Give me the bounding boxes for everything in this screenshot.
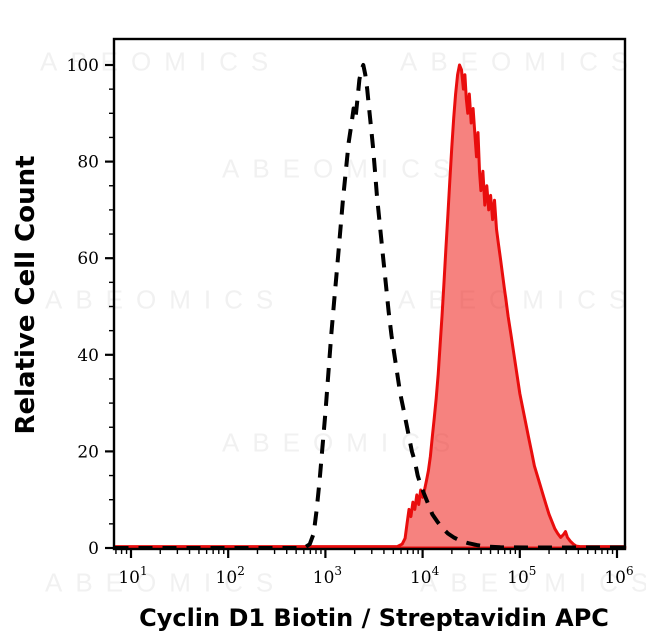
x-tick-label: 103	[313, 564, 342, 588]
watermark-text: ABEOMICS	[45, 567, 287, 598]
stained-red-curve	[113, 63, 627, 550]
y-tick-label: 80	[77, 153, 99, 173]
y-tick-label: 60	[77, 249, 99, 269]
watermark-text: ABEOMICS	[420, 567, 646, 598]
watermark-text: ABEOMICS	[40, 46, 282, 77]
x-tick-label: 101	[118, 564, 147, 588]
watermark-text: ABEOMICS	[222, 153, 464, 184]
x-tick-label: 104	[410, 564, 440, 588]
y-tick-label: 100	[67, 56, 99, 76]
x-tick-label: 102	[216, 564, 245, 588]
plot-frame	[112, 37, 627, 551]
y-tick-label: 20	[77, 442, 99, 462]
control-dashed-curve	[114, 63, 625, 550]
y-tick-label: 0	[88, 539, 99, 559]
watermark-text: ABEOMICS	[400, 46, 642, 77]
x-axis-title: Cyclin D1 Biotin / Streptavidin APC	[139, 604, 609, 632]
y-axis-title: Relative Cell Count	[11, 155, 41, 435]
x-tick-label: 105	[507, 564, 536, 588]
watermark-text: ABEOMICS	[398, 284, 640, 315]
y-tick-label: 40	[77, 346, 99, 366]
x-tick-label: 106	[604, 564, 633, 588]
watermark-text: ABEOMICS	[45, 284, 287, 315]
